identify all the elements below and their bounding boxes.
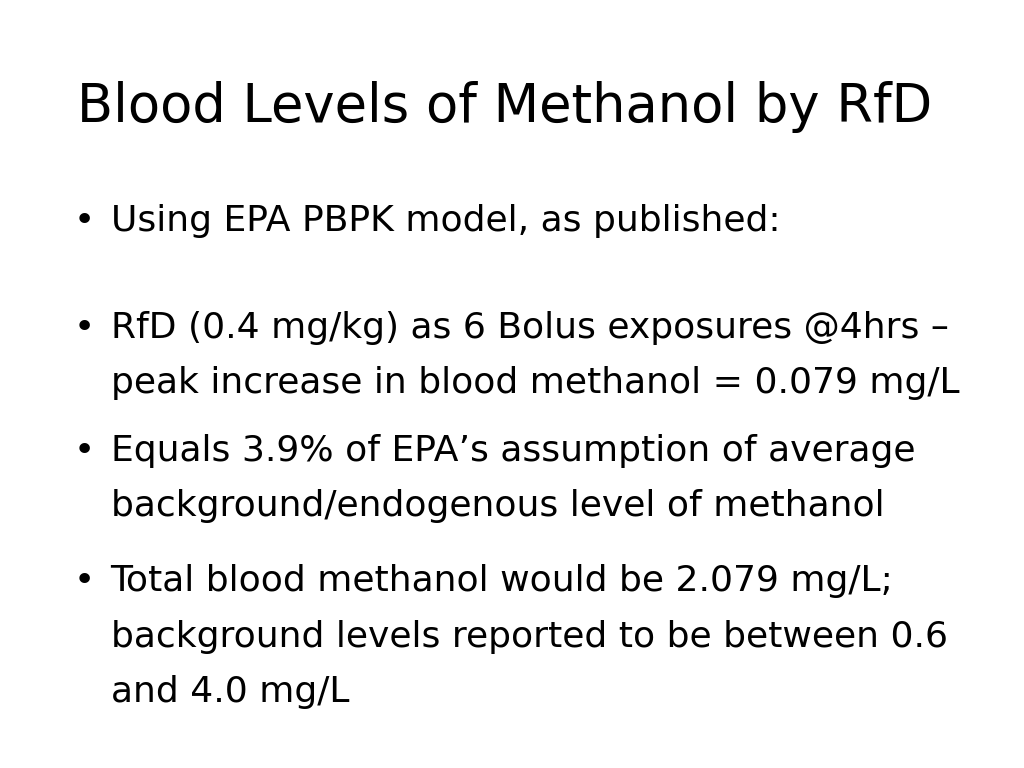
Text: •: • bbox=[74, 564, 95, 598]
Text: and 4.0 mg/L: and 4.0 mg/L bbox=[111, 675, 349, 709]
Text: •: • bbox=[74, 204, 95, 237]
Text: Blood Levels of Methanol by RfD: Blood Levels of Methanol by RfD bbox=[77, 81, 932, 133]
Text: Total blood methanol would be 2.079 mg/L;: Total blood methanol would be 2.079 mg/L… bbox=[111, 564, 894, 598]
Text: Using EPA PBPK model, as published:: Using EPA PBPK model, as published: bbox=[111, 204, 780, 237]
Text: RfD (0.4 mg/kg) as 6 Bolus exposures @4hrs –: RfD (0.4 mg/kg) as 6 Bolus exposures @4h… bbox=[111, 311, 948, 345]
Text: background/endogenous level of methanol: background/endogenous level of methanol bbox=[111, 489, 884, 523]
Text: background levels reported to be between 0.6: background levels reported to be between… bbox=[111, 620, 947, 654]
Text: •: • bbox=[74, 311, 95, 345]
Text: •: • bbox=[74, 434, 95, 468]
Text: peak increase in blood methanol = 0.079 mg/L: peak increase in blood methanol = 0.079 … bbox=[111, 366, 959, 400]
Text: Equals 3.9% of EPA’s assumption of average: Equals 3.9% of EPA’s assumption of avera… bbox=[111, 434, 915, 468]
